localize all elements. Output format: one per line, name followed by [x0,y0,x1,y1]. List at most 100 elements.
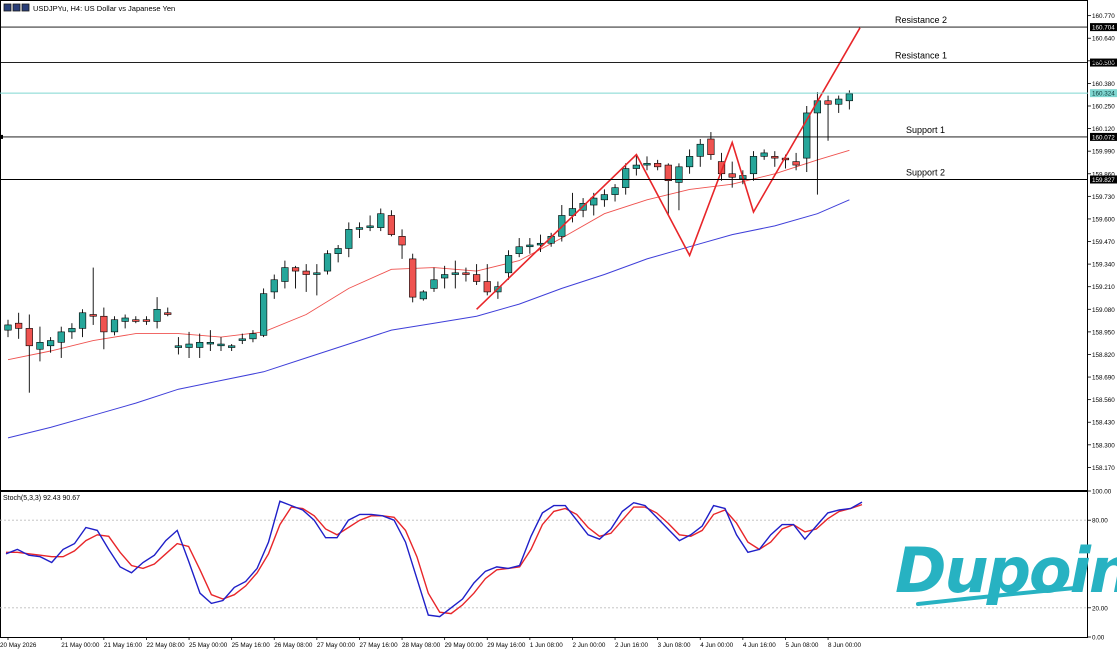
candle-body-bull [185,343,193,348]
candle [728,161,736,188]
candle [632,154,640,176]
candle-body-bull [206,342,214,345]
candle-body-bull [36,342,44,350]
stoch-k-line [5,500,863,618]
candle-body-bull [835,98,843,105]
time-tick-label: 3 Jun 08:00 [658,642,691,649]
candle [121,314,129,329]
price-tick-label: 160.380 [1092,81,1115,88]
candle [249,330,257,343]
candle-body-bull [153,308,161,322]
logo-text: Dupoin [895,534,1117,607]
candle [164,307,172,317]
candle [643,156,651,171]
candle-body-bull [174,345,183,348]
candle [291,265,300,289]
candle-body-bull [515,246,523,254]
time-tick-label: 29 May 16:00 [487,642,526,649]
main-panel-frame [0,0,1088,491]
price-tick-label: 160.640 [1092,36,1115,43]
candle [302,264,310,292]
candle-body-bull [749,156,758,175]
candle-body-bull [4,324,12,331]
price-tick-label: 158.560 [1092,397,1115,404]
price-tick-label: 159.470 [1092,239,1115,246]
candle-body-bull [121,317,129,322]
candle-body-bull [845,93,853,102]
price-level-label: Support 2 [906,167,945,177]
candle [4,319,12,338]
stoch-layer: 100.00 80.00 20.00 0.00 [0,489,1112,642]
candle [462,267,470,282]
candle-body-bear [100,315,108,333]
candle-body-bull [249,333,257,340]
candle [110,316,119,336]
candle-body-bull [590,197,598,206]
price-tag-label: 160.500 [1092,60,1115,67]
candle-body-bull [313,272,321,275]
candle-body-bull [419,291,427,300]
candle [206,330,214,351]
candle [142,316,151,325]
symbol-icon[interactable] [12,3,21,12]
candle-body-bull [803,112,811,159]
time-tick-label: 4 Jun 00:00 [700,642,733,649]
candle-body-bear [462,272,470,275]
candle-body-bull [228,345,236,348]
time-tick-label: 28 May 08:00 [402,642,441,649]
candle [717,152,726,181]
price-level-label: Resistance 1 [895,51,947,61]
candle-body-bear [707,138,715,155]
candle [238,333,246,345]
candle [451,260,459,289]
stoch-tick-label: 100.00 [1092,489,1112,496]
candle-body-bear [142,319,151,322]
symbol-icon[interactable] [3,3,12,12]
pattern-line-layer [476,27,861,310]
pattern-zigzag-line [476,27,861,310]
candle [430,267,438,292]
candle [228,344,236,351]
candle-body-bull [270,279,278,293]
candle-body-bull [526,244,534,248]
candle [685,149,694,174]
candle [100,307,108,350]
time-tick-label: 8 Jun 00:00 [828,642,861,649]
level-marker [0,134,3,139]
candle [15,312,23,339]
candle-body-bull [334,248,342,254]
candle-body-bull [323,253,332,272]
candle [611,184,619,202]
candle-body-bull [685,156,694,168]
candle-body-bull [57,331,65,343]
candle-body-bear [409,258,417,298]
stoch-d-line [6,503,863,615]
candle [409,253,417,303]
price-tick-label: 159.210 [1092,284,1115,291]
candle [600,189,608,207]
price-tick-label: 159.600 [1092,216,1115,223]
candle [792,152,800,171]
candle-body-bull [643,163,651,166]
candle [366,215,374,232]
price-tick-label: 158.690 [1092,375,1115,382]
candle [281,260,289,289]
candle-body-bear [164,312,172,315]
symbol-icon[interactable] [21,3,30,12]
candle [696,139,704,167]
candle-body-bear [89,314,97,317]
candle-body-bear [25,328,33,347]
candle [835,95,843,113]
time-tick-label: 29 May 00:00 [445,642,484,649]
candle [504,250,513,280]
candle [803,105,811,173]
candle [334,245,342,263]
candle [387,210,396,237]
candle [153,297,161,329]
price-tag-label: 160.324 [1092,91,1115,98]
candle-body-bull [110,319,119,333]
candle-body-bull [504,255,513,274]
candle-body-bear [728,173,736,178]
candle [419,290,427,301]
